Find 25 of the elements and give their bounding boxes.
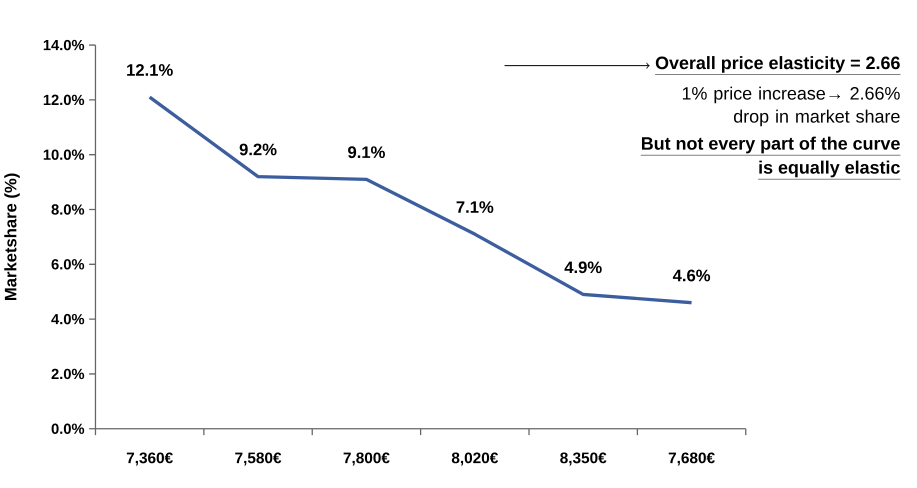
y-tick-label: 8.0%: [52, 204, 84, 215]
y-tick-label: 4.0%: [51, 314, 84, 324]
data-label: 9.2%: [240, 143, 277, 156]
annotation: But not every part of the curve: [642, 136, 900, 154]
data-label: 12.1%: [127, 64, 173, 76]
annotation: 1% price increase→ 2.66% drop in market share: [682, 86, 900, 126]
y-tick-label: 10.0%: [44, 149, 84, 160]
y-tick-label: 14.0%: [44, 40, 84, 50]
x-tick-label: 7,580€: [235, 452, 282, 466]
data-label: 9.1%: [348, 146, 385, 158]
data-label: 7.1%: [456, 201, 494, 213]
x-tick-label: 8,020€: [452, 452, 498, 466]
x-tick-label: 8,350€: [560, 452, 606, 466]
y-tick-label: 0.0%: [52, 423, 84, 434]
text: is equally elastic: [759, 160, 900, 178]
y-tick-label: 6.0%: [52, 259, 84, 270]
y-tick-label: 2.0%: [52, 368, 84, 380]
y-axis-title: Marketshare (%): [4, 173, 20, 300]
y-tick-label: 12.0%: [44, 94, 84, 105]
x-tick-label: 7,680€: [668, 452, 715, 466]
x-tick-label: 7,800€: [344, 452, 390, 466]
annotation: Overall price elasticity = 2.66: [656, 56, 900, 73]
data-label: 4.9%: [564, 261, 602, 274]
data-label: 4.6%: [672, 270, 710, 282]
x-tick-label: 7,360€: [126, 452, 173, 466]
